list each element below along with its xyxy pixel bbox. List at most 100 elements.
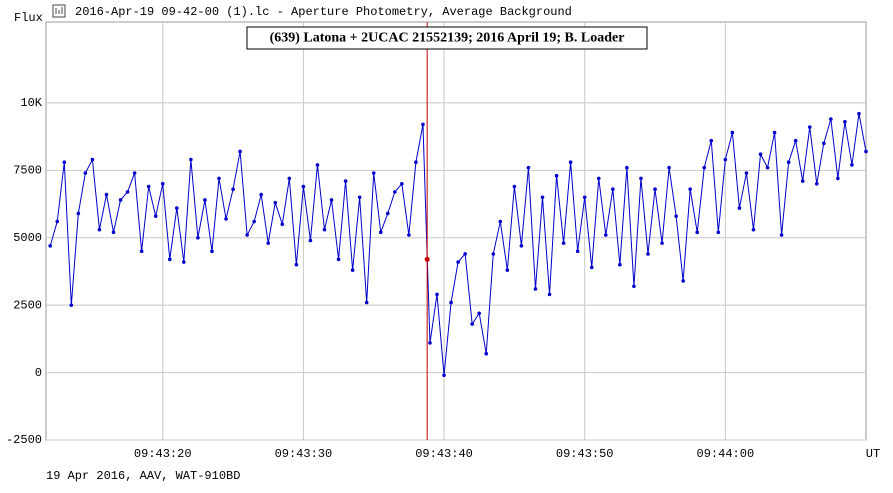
data-point xyxy=(540,195,545,200)
y-tick-label: 10K xyxy=(20,96,42,110)
data-point xyxy=(167,257,172,262)
data-point xyxy=(393,190,397,194)
cursor-point xyxy=(424,256,430,262)
data-point xyxy=(723,157,728,162)
data-point xyxy=(688,187,692,191)
data-point xyxy=(800,179,805,183)
data-point xyxy=(807,125,812,129)
data-point xyxy=(224,217,228,221)
data-point xyxy=(716,230,721,235)
data-point xyxy=(772,130,777,135)
data-point xyxy=(702,165,707,170)
data-point xyxy=(568,160,573,165)
data-point xyxy=(104,192,109,197)
data-point xyxy=(449,300,453,305)
data-point xyxy=(182,260,186,264)
data-point xyxy=(189,157,193,162)
data-point xyxy=(90,157,95,162)
data-point xyxy=(139,249,144,254)
window-title: 2016-Apr-19 09-42-00 (1).lc - Aperture P… xyxy=(75,5,572,19)
data-point xyxy=(97,227,102,232)
data-point xyxy=(829,117,833,121)
data-point xyxy=(843,119,847,124)
data-point xyxy=(55,219,60,224)
data-point xyxy=(273,200,278,205)
data-point xyxy=(343,179,348,183)
data-point xyxy=(280,222,285,227)
data-point xyxy=(744,171,749,175)
data-point xyxy=(512,184,517,189)
data-point xyxy=(322,227,327,232)
data-point xyxy=(132,171,137,175)
data-point xyxy=(83,171,88,175)
data-point xyxy=(758,152,763,156)
data-point xyxy=(519,244,524,248)
data-point xyxy=(864,149,868,154)
data-point xyxy=(836,176,840,181)
data-point xyxy=(561,241,566,245)
data-point xyxy=(210,249,214,254)
plot-area xyxy=(45,21,867,441)
data-point xyxy=(153,214,158,218)
data-point xyxy=(238,149,242,154)
data-point xyxy=(779,233,784,237)
data-point xyxy=(357,195,362,200)
data-point xyxy=(287,176,292,181)
data-point xyxy=(315,163,320,167)
y-tick-label: -2500 xyxy=(6,433,42,447)
data-point xyxy=(526,165,531,170)
x-tick-label: 09:43:40 xyxy=(415,447,473,461)
data-point xyxy=(618,262,622,267)
data-point xyxy=(175,206,179,210)
data-point xyxy=(371,171,376,175)
data-point xyxy=(196,235,200,240)
data-point xyxy=(203,198,207,202)
window-icon xyxy=(52,4,66,18)
data-point xyxy=(632,284,636,289)
data-point xyxy=(547,292,552,297)
data-point xyxy=(681,279,685,283)
grid: -2500 0 2500 5000 7500 10K 09:43:20 09:43:30 09:… xyxy=(6,22,866,461)
x-tick-label: 09:43:50 xyxy=(556,447,614,461)
data-point xyxy=(695,230,700,235)
chart-title: (639) Latona + 2UCAC 21552139; 2016 Apri… xyxy=(270,31,625,46)
data-point xyxy=(336,257,341,262)
data-point xyxy=(428,341,432,345)
x-tick-label: 09:44:00 xyxy=(697,447,755,461)
data-point xyxy=(498,219,503,224)
data-point xyxy=(611,187,615,191)
data-point xyxy=(146,184,151,189)
data-point xyxy=(751,227,756,232)
data-point xyxy=(660,241,664,245)
y-tick-label: 5000 xyxy=(13,231,42,245)
data-point xyxy=(252,219,256,224)
data-point xyxy=(301,184,306,189)
data-point xyxy=(533,287,538,291)
data-point xyxy=(589,265,594,270)
data-point xyxy=(463,252,467,256)
data-point xyxy=(364,300,369,305)
data-point xyxy=(639,176,643,181)
x-tick-label: 09:43:30 xyxy=(275,447,333,461)
data-point xyxy=(231,187,235,191)
data-point xyxy=(407,233,411,237)
data-point xyxy=(118,198,123,202)
data-point xyxy=(456,260,460,264)
data-point xyxy=(646,252,650,256)
data-point xyxy=(667,165,671,170)
data-point xyxy=(76,211,81,216)
data-point xyxy=(329,198,334,202)
data-point xyxy=(505,268,510,272)
data-point xyxy=(421,122,425,127)
data-point xyxy=(442,373,446,378)
data-point xyxy=(814,182,819,186)
x-axis-label: UT xyxy=(866,447,880,461)
data-point xyxy=(730,130,735,135)
data-point xyxy=(850,163,854,167)
data-point xyxy=(709,138,714,143)
data-point xyxy=(596,176,601,181)
data-point xyxy=(400,182,404,186)
data-point xyxy=(737,206,742,210)
